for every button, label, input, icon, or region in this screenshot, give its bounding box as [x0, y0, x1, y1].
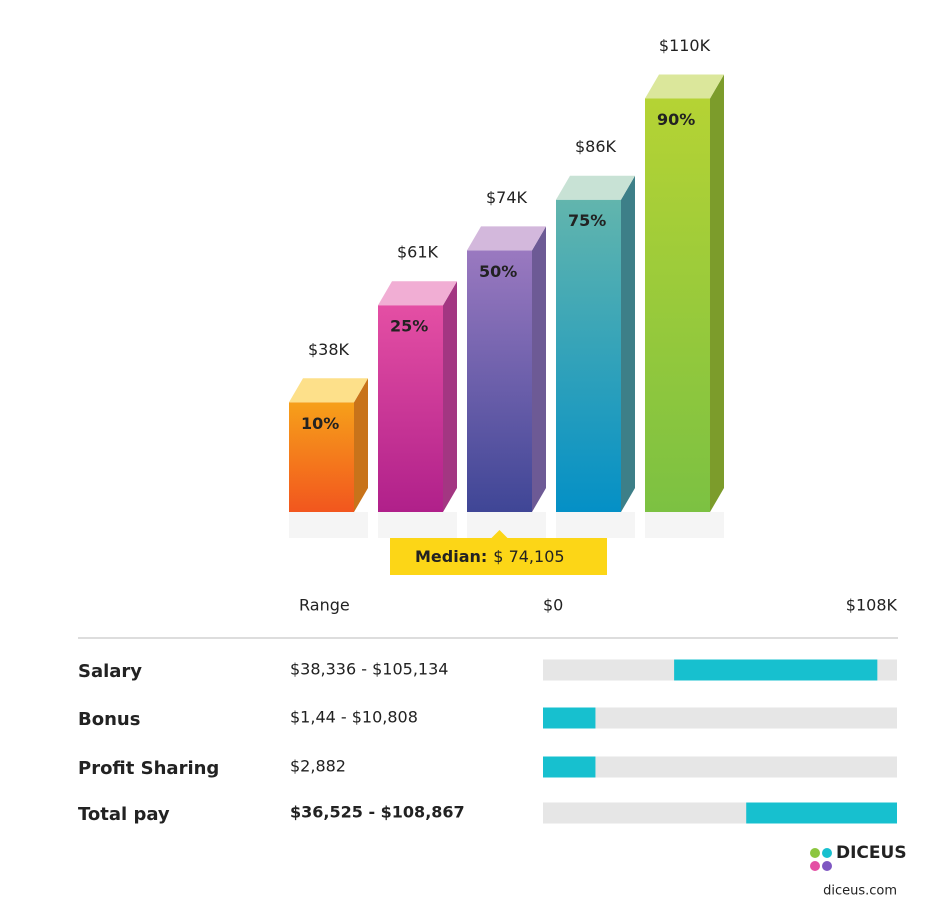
value-label: $86K [575, 137, 617, 156]
range-bar [674, 659, 878, 681]
bar-shadow [556, 512, 635, 538]
range-text: $36,525 - $108,867 [290, 803, 465, 822]
bar-side [443, 281, 457, 512]
bar-top [378, 281, 457, 306]
row-label: Profit Sharing [78, 758, 219, 779]
callout [390, 538, 607, 575]
row-label: Salary [78, 661, 142, 682]
logo: DICEUS [810, 843, 907, 871]
value-label: $110K [659, 36, 711, 55]
callout-pointer [491, 530, 508, 538]
category-label: 50% [479, 262, 517, 281]
logo-text: DICEUS [836, 843, 907, 863]
bar-side [710, 74, 724, 512]
range-text: $2,882 [290, 757, 346, 776]
bar-shadow [467, 512, 546, 538]
bar-top [467, 226, 546, 251]
bar-top [645, 74, 724, 99]
value-label: $61K [397, 243, 439, 262]
value-label: $74K [486, 188, 528, 207]
row-label: Bonus [78, 709, 140, 730]
range-bar [746, 802, 897, 824]
x-tick-label: $0 [543, 596, 563, 615]
site-url: diceus.com [823, 884, 897, 899]
callout-label: Median: [415, 547, 487, 566]
column-header: Range [299, 596, 350, 615]
range-track [543, 707, 897, 729]
range-text: $1,44 - $10,808 [290, 708, 418, 727]
category-label: 25% [390, 317, 428, 336]
bar [645, 98, 710, 512]
category-label: 75% [568, 211, 606, 230]
bar-shadow [378, 512, 457, 538]
bar-shadow [645, 512, 724, 538]
value-label: $38K [308, 340, 350, 359]
bar-top [556, 175, 635, 200]
bar [378, 305, 443, 512]
category-label: 10% [301, 414, 339, 433]
range-text: $38,336 - $105,134 [290, 660, 448, 679]
callout-text: Median: $ 74,105 [415, 547, 565, 566]
callout-value: $ 74,105 [493, 547, 564, 566]
range-bar [543, 756, 596, 778]
bar-side [354, 378, 368, 512]
bar [289, 402, 354, 512]
row-label: Total pay [78, 804, 170, 825]
x-tick-label: $108K [846, 596, 898, 615]
bar-side [532, 226, 546, 513]
bar [467, 250, 532, 513]
bar-top [289, 378, 368, 403]
bar [556, 199, 621, 512]
range-bar [543, 707, 596, 729]
bar-side [621, 175, 635, 512]
category-label: 90% [657, 110, 695, 129]
bar-shadow [289, 512, 368, 538]
range-track [543, 756, 897, 778]
